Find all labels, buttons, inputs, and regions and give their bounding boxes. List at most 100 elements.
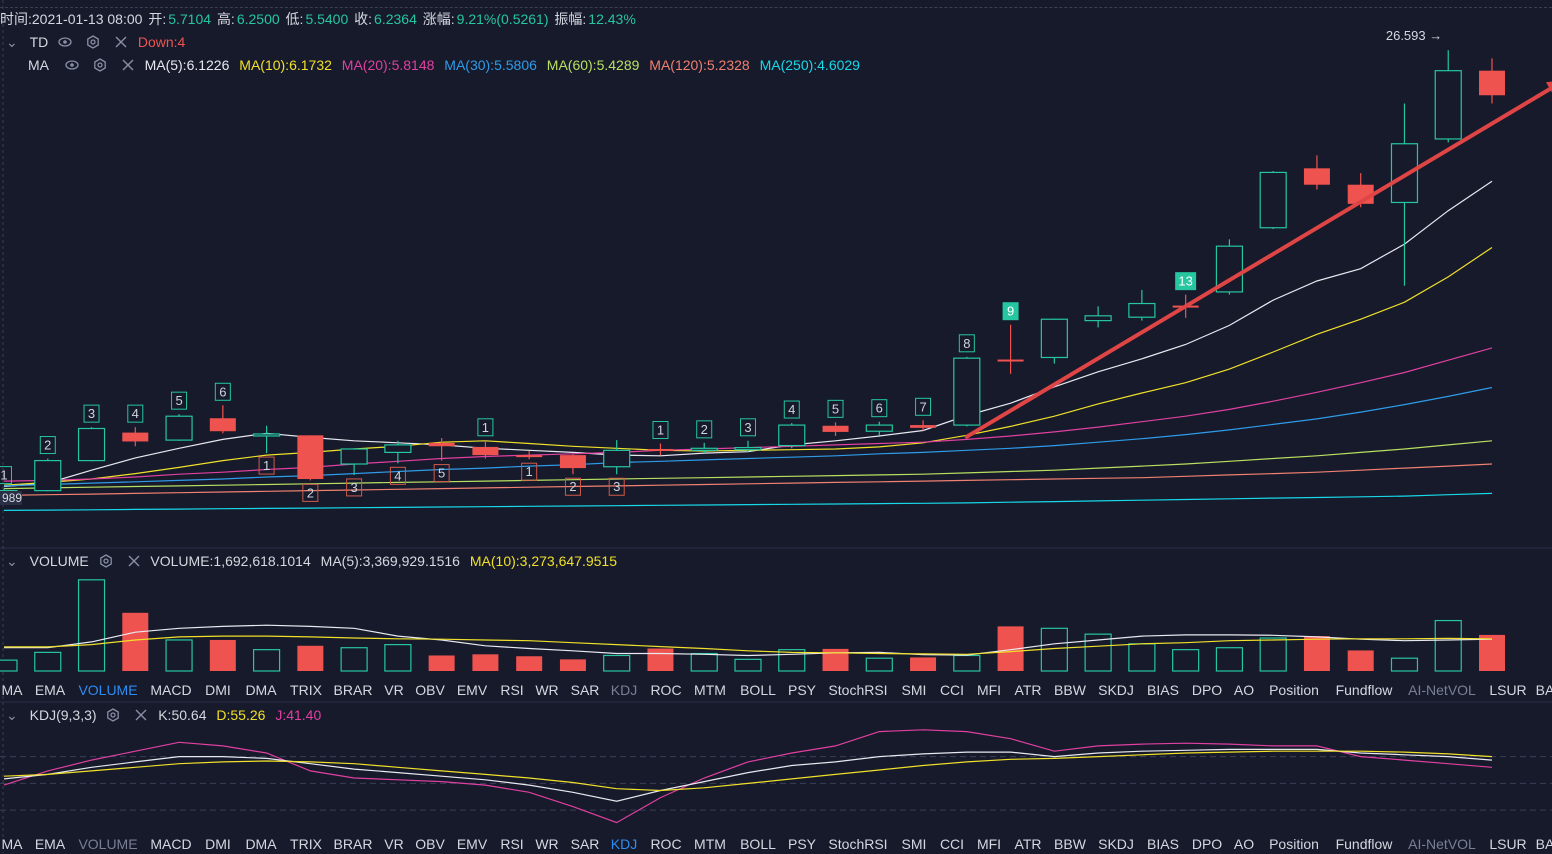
volume-bar-up: [1434, 619, 1462, 672]
tab-ema[interactable]: EMA: [34, 682, 66, 698]
tab-mtm[interactable]: MTM: [694, 682, 726, 698]
tab-ai-netvol[interactable]: AI-NetVOL: [1408, 682, 1476, 698]
tab-psy[interactable]: PSY: [787, 682, 817, 698]
tab-mtm[interactable]: MTM: [694, 836, 726, 852]
volume-bar-up: [340, 647, 368, 672]
tab-boll[interactable]: BOLL: [740, 836, 776, 852]
tab-emv[interactable]: EMV: [456, 682, 488, 698]
tab-volume[interactable]: VOLUME: [78, 682, 138, 698]
tab-cci[interactable]: CCI: [939, 836, 965, 852]
settings-icon[interactable]: [93, 58, 107, 72]
tab-skdj[interactable]: SKDJ: [1098, 682, 1134, 698]
tab-volume[interactable]: VOLUME: [78, 836, 138, 852]
tab-macd[interactable]: MACD: [150, 682, 192, 698]
eye-icon[interactable]: [65, 58, 79, 72]
tab-vr[interactable]: VR: [384, 836, 404, 852]
tab-skdj[interactable]: SKDJ: [1098, 836, 1134, 852]
tab-rsi[interactable]: RSI: [500, 836, 524, 852]
tab-brar[interactable]: BRAR: [333, 682, 373, 698]
tab-wr[interactable]: WR: [535, 682, 559, 698]
tab-kdj[interactable]: KDJ: [610, 836, 638, 852]
close-icon[interactable]: [134, 708, 148, 722]
close-icon[interactable]: [127, 554, 141, 568]
collapse-chevron-icon[interactable]: ⌄: [6, 34, 18, 50]
tab-kdj[interactable]: KDJ: [610, 682, 638, 698]
tab-wr[interactable]: WR: [535, 836, 559, 852]
tab-dmi[interactable]: DMI: [205, 682, 231, 698]
tab-rsi[interactable]: RSI: [500, 682, 524, 698]
candle-body-down: [997, 359, 1024, 362]
tab-vr[interactable]: VR: [384, 682, 404, 698]
tab-atr[interactable]: ATR: [1014, 682, 1042, 698]
tab-roc[interactable]: ROC: [650, 836, 682, 852]
tab-emv[interactable]: EMV: [456, 836, 488, 852]
tab-boll[interactable]: BOLL: [740, 682, 776, 698]
tab-dpo[interactable]: DPO: [1191, 836, 1223, 852]
tab-smi[interactable]: SMI: [901, 836, 927, 852]
ma-line-ma120: [3, 463, 1493, 496]
tab-fundflow[interactable]: Fundflow: [1335, 836, 1393, 852]
tab-cci[interactable]: CCI: [939, 682, 965, 698]
tab-fundflow[interactable]: Fundflow: [1335, 682, 1393, 698]
tab-ao[interactable]: AO: [1233, 682, 1255, 698]
tab-obv[interactable]: OBV: [415, 682, 445, 698]
tab-ba[interactable]: BA: [1535, 682, 1552, 698]
tab-ma[interactable]: MA: [1, 682, 23, 698]
tab-bias[interactable]: BIAS: [1147, 836, 1179, 852]
settings-icon[interactable]: [106, 708, 120, 722]
tab-atr[interactable]: ATR: [1014, 836, 1042, 852]
td-marker-number: 2: [701, 422, 708, 437]
settings-icon[interactable]: [99, 554, 113, 568]
td-marker-number: 2: [44, 438, 51, 453]
tab-sar[interactable]: SAR: [570, 836, 600, 852]
tab-stochrsi[interactable]: StochRSI: [828, 682, 888, 698]
tab-dmi[interactable]: DMI: [205, 836, 231, 852]
collapse-chevron-icon[interactable]: ⌄: [6, 707, 18, 723]
candle-body-up: [340, 448, 368, 465]
tab-ma[interactable]: MA: [1, 836, 23, 852]
tab-dma[interactable]: DMA: [245, 682, 277, 698]
candle-body-up: [1390, 143, 1419, 204]
ma120-value: MA(120):5.2328: [649, 57, 750, 73]
tab-dpo[interactable]: DPO: [1191, 682, 1223, 698]
tab-mfi[interactable]: MFI: [976, 682, 1002, 698]
tab-position[interactable]: Position: [1269, 682, 1319, 698]
candle-body-up: [1259, 171, 1287, 229]
tab-brar[interactable]: BRAR: [333, 836, 373, 852]
tab-position[interactable]: Position: [1269, 836, 1319, 852]
tab-bbw[interactable]: BBW: [1054, 682, 1086, 698]
settings-icon[interactable]: [86, 35, 100, 49]
tab-roc[interactable]: ROC: [650, 682, 682, 698]
tab-ai-netvol[interactable]: AI-NetVOL: [1408, 836, 1476, 852]
peak-price-marker: 26.593 →: [1386, 28, 1442, 43]
tab-ba[interactable]: BA: [1535, 836, 1552, 852]
tab-trix[interactable]: TRIX: [290, 682, 322, 698]
tab-lsur[interactable]: LSUR: [1489, 682, 1527, 698]
td-marker-box: [915, 397, 932, 416]
tab-lsur[interactable]: LSUR: [1489, 836, 1527, 852]
tab-trix[interactable]: TRIX: [290, 836, 322, 852]
tab-dma[interactable]: DMA: [245, 836, 277, 852]
tab-ao[interactable]: AO: [1233, 836, 1255, 852]
td-marker-box: [171, 391, 188, 410]
td-marker-box: [564, 477, 581, 496]
ma-indicator-row: MA MA(5):6.1226 MA(10):6.1732 MA(20):5.8…: [28, 56, 862, 74]
candle-body-up: [165, 415, 193, 441]
tab-smi[interactable]: SMI: [901, 682, 927, 698]
tab-obv[interactable]: OBV: [415, 836, 445, 852]
tab-psy[interactable]: PSY: [787, 836, 817, 852]
tab-macd[interactable]: MACD: [150, 836, 192, 852]
td-marker-number: 2: [307, 485, 314, 500]
tab-stochrsi[interactable]: StochRSI: [828, 836, 888, 852]
close-icon[interactable]: [114, 35, 128, 49]
tab-mfi[interactable]: MFI: [976, 836, 1002, 852]
eye-icon[interactable]: [58, 35, 72, 49]
collapse-chevron-icon[interactable]: ⌄: [6, 553, 18, 569]
tab-bias[interactable]: BIAS: [1147, 682, 1179, 698]
tab-bbw[interactable]: BBW: [1054, 836, 1086, 852]
tab-ema[interactable]: EMA: [34, 836, 66, 852]
tab-sar[interactable]: SAR: [570, 682, 600, 698]
close-icon[interactable]: [121, 58, 135, 72]
kdj-k-line: [3, 748, 1493, 802]
